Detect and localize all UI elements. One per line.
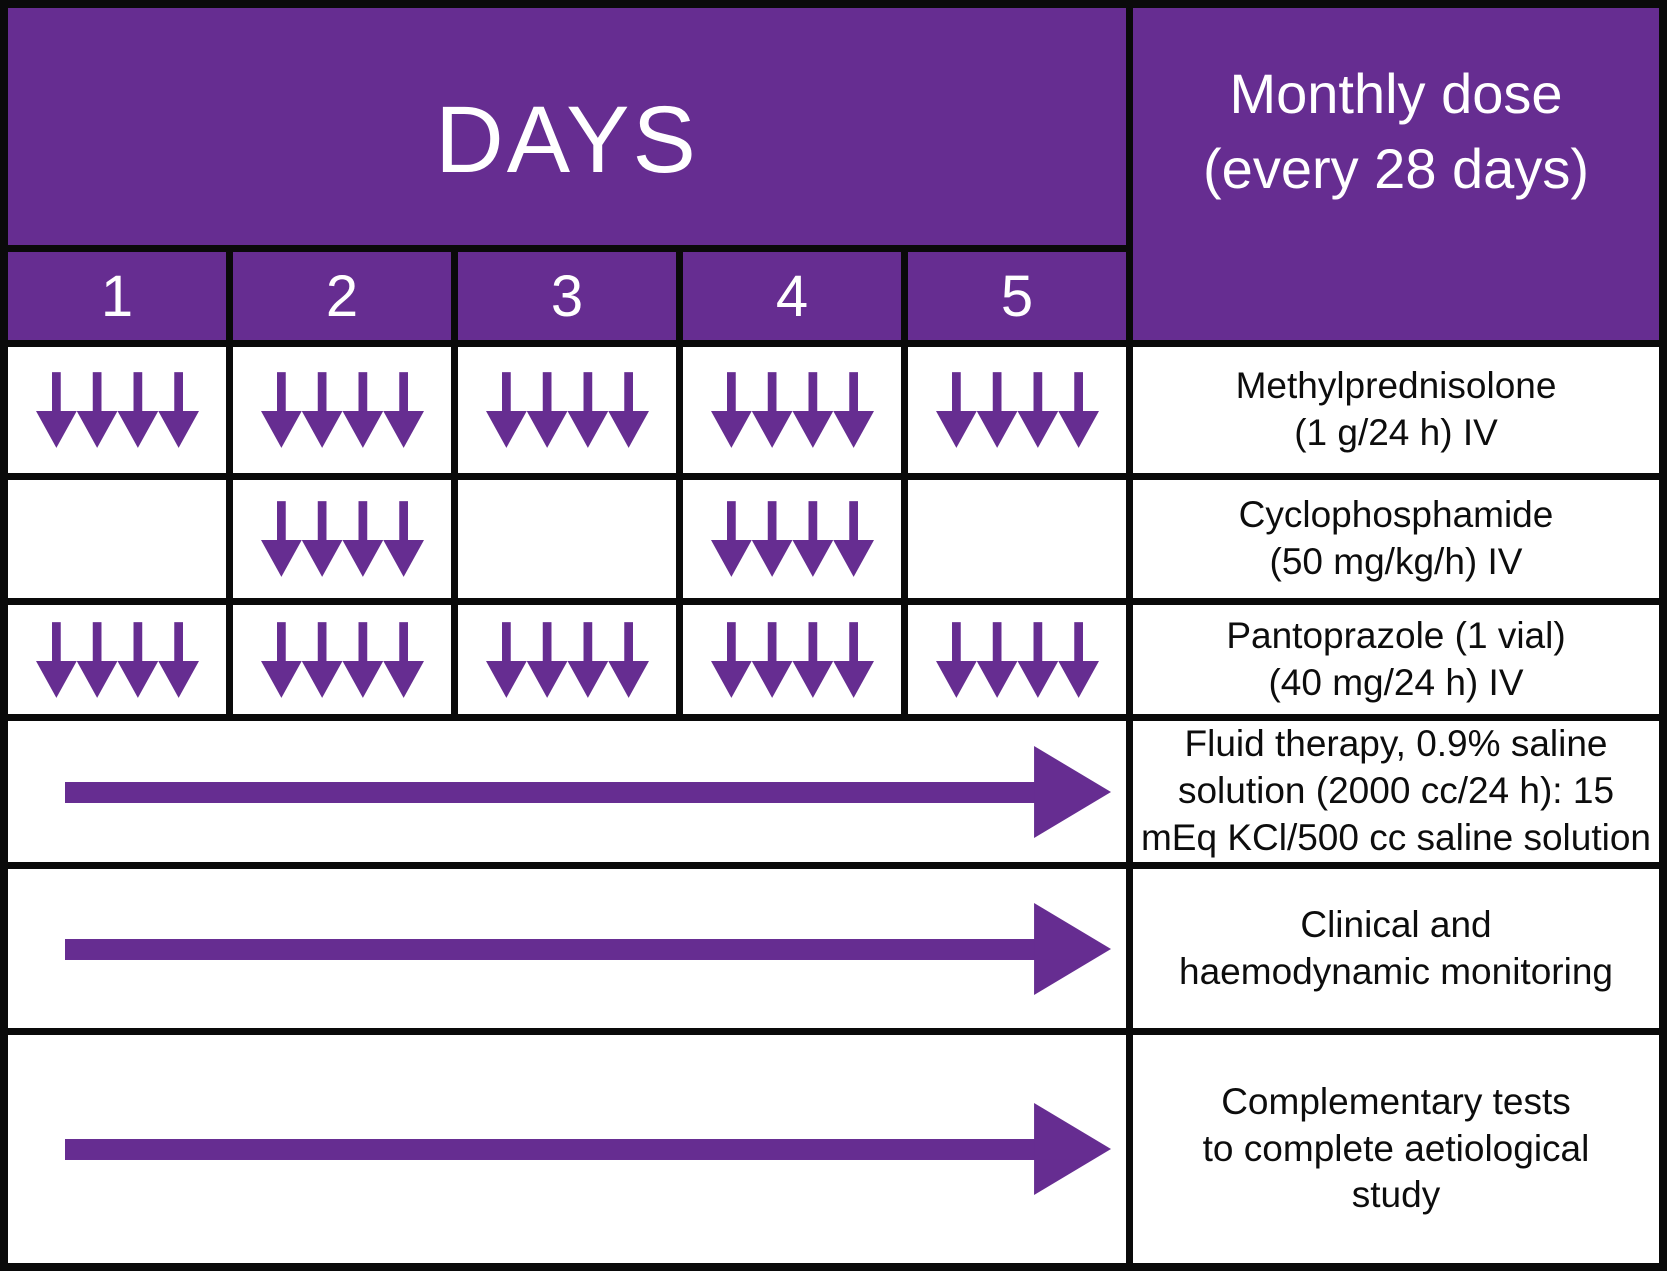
label-complementary-tests: Complementary tests to complete aetiolog… <box>1133 1035 1659 1263</box>
days-header: DAYS <box>8 8 1126 245</box>
drug-label-line: (40 mg/24 h) IV <box>1268 661 1524 703</box>
right-arrow-icon <box>65 745 1111 838</box>
dose-cell-cyclophosphamide-day-4 <box>683 480 901 598</box>
dose-cell-cyclophosphamide-day-2 <box>233 480 451 598</box>
down-arrow-icon <box>710 372 874 448</box>
down-arrow-icon <box>260 372 424 448</box>
down-arrow-icon <box>710 501 874 577</box>
label-line: solution (2000 cc/24 h): 15 <box>1177 770 1615 811</box>
label-fluid-therapy: Fluid therapy, 0.9% saline solution (200… <box>1133 721 1659 862</box>
monthly-dose-header: Monthly dose (every 28 days) <box>1133 8 1659 340</box>
right-arrow-icon <box>65 902 1111 995</box>
dose-cell-methylprednisolone-day-5 <box>908 347 1126 473</box>
dose-cell-cyclophosphamide-day-5 <box>908 480 1126 598</box>
monthly-dose-line1: Monthly dose <box>1229 61 1563 125</box>
monthly-dose-line2: (every 28 days) <box>1203 137 1589 200</box>
dose-cell-cyclophosphamide-day-1 <box>8 480 226 598</box>
label-line: Fluid therapy, 0.9% saline <box>1184 723 1608 765</box>
drug-label-pantoprazole: Pantoprazole (1 vial) (40 mg/24 h) IV <box>1133 605 1659 714</box>
dose-cell-cyclophosphamide-day-3 <box>458 480 676 598</box>
right-arrow-icon <box>65 1103 1111 1195</box>
day-header-4: 4 <box>683 252 901 340</box>
drug-label-line: (1 g/24 h) IV <box>1294 412 1498 453</box>
down-arrow-icon <box>485 372 649 448</box>
day-header-5: 5 <box>908 252 1126 340</box>
down-arrow-icon <box>485 621 649 698</box>
down-arrow-icon <box>35 621 199 698</box>
down-arrow-icon <box>260 621 424 698</box>
dose-cell-pantoprazole-day-2 <box>233 605 451 714</box>
dose-cell-methylprednisolone-day-1 <box>8 347 226 473</box>
day-header-2: 2 <box>233 252 451 340</box>
label-line: Complementary tests <box>1221 1080 1571 1122</box>
down-arrow-icon <box>710 621 874 698</box>
label-line: study <box>1351 1174 1441 1216</box>
timeline-arrow-complementary-tests <box>8 1035 1126 1263</box>
drug-label-line: Methylprednisolone <box>1235 365 1557 407</box>
day-header-3: 3 <box>458 252 676 340</box>
drug-label-line: Pantoprazole (1 vial) <box>1226 614 1566 656</box>
dose-cell-pantoprazole-day-5 <box>908 605 1126 714</box>
timeline-arrow-fluid-therapy <box>8 721 1126 862</box>
timeline-arrow-clinical-monitoring <box>8 869 1126 1028</box>
drug-label-line: (50 mg/kg/h) IV <box>1269 541 1523 582</box>
label-line: to complete aetiological <box>1202 1127 1590 1169</box>
label-clinical-monitoring: Clinical and haemodynamic monitoring <box>1133 869 1659 1028</box>
down-arrow-icon <box>935 621 1099 698</box>
day-header-1: 1 <box>8 252 226 340</box>
drug-label-methylprednisolone: Methylprednisolone (1 g/24 h) IV <box>1133 347 1659 473</box>
down-arrow-icon <box>260 501 424 577</box>
dose-cell-methylprednisolone-day-4 <box>683 347 901 473</box>
dose-cell-pantoprazole-day-3 <box>458 605 676 714</box>
label-line: Clinical and <box>1300 903 1492 945</box>
dose-cell-pantoprazole-day-4 <box>683 605 901 714</box>
down-arrow-icon <box>935 372 1099 448</box>
dose-cell-methylprednisolone-day-3 <box>458 347 676 473</box>
dose-cell-methylprednisolone-day-2 <box>233 347 451 473</box>
drug-label-cyclophosphamide: Cyclophosphamide (50 mg/kg/h) IV <box>1133 480 1659 598</box>
label-line: mEq KCl/500 cc saline solution <box>1140 816 1652 858</box>
label-line: haemodynamic monitoring <box>1179 950 1613 992</box>
dose-cell-pantoprazole-day-1 <box>8 605 226 714</box>
drug-label-line: Cyclophosphamide <box>1238 494 1554 536</box>
down-arrow-icon <box>35 372 199 448</box>
